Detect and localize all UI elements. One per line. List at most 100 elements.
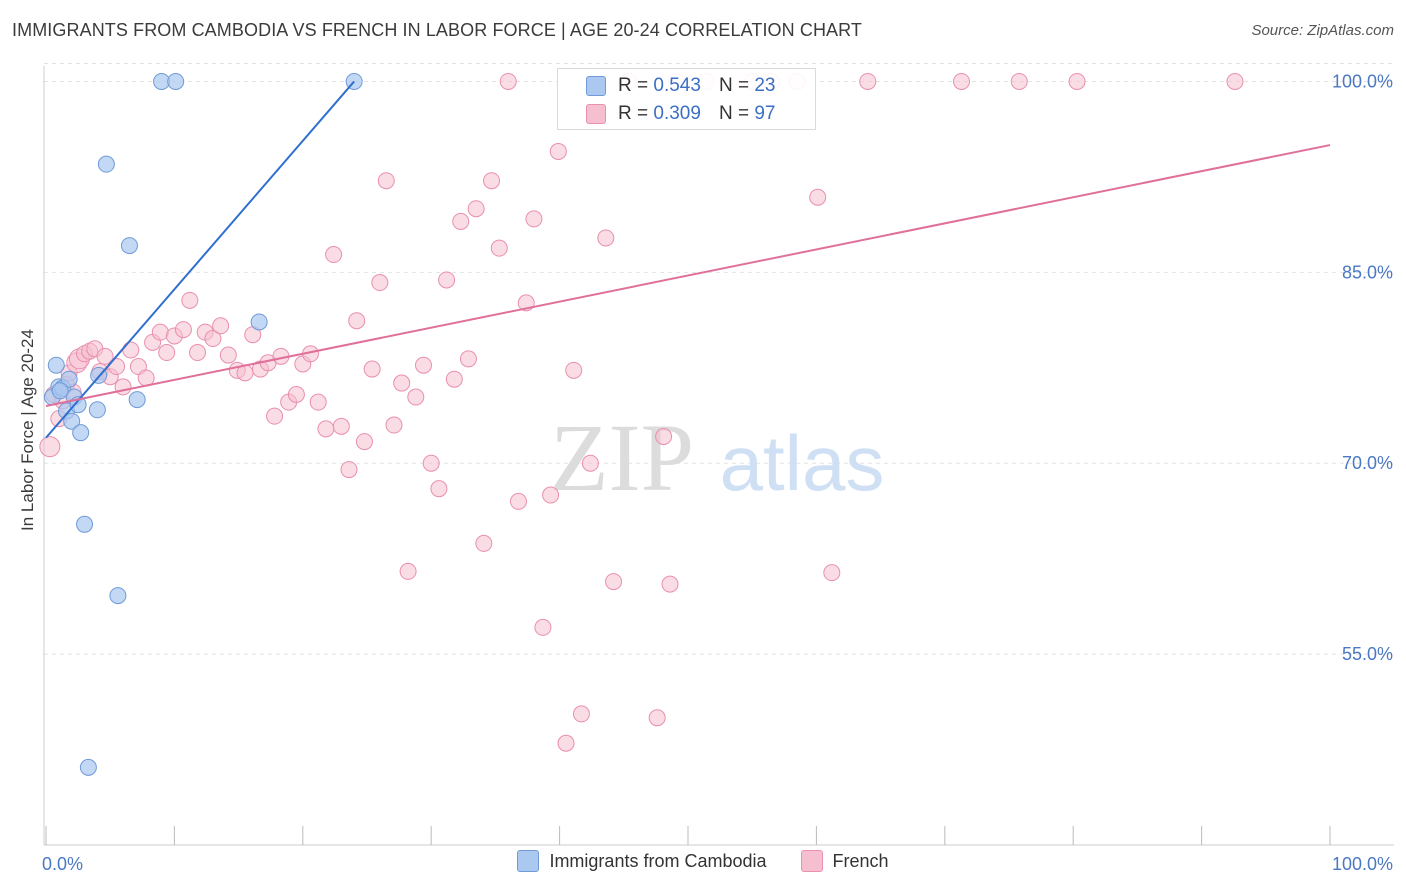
point-french xyxy=(399,562,417,580)
point-french xyxy=(581,454,599,472)
stats-n-value: 23 xyxy=(754,75,776,96)
stats-r-label: R = xyxy=(618,75,649,96)
trendline-cambodia xyxy=(45,80,355,439)
tick-labels: 55.0% 70.0% 85.0% 100.0% 0.0% 100.0% xyxy=(42,71,1393,874)
stats-r-value: 0.309 xyxy=(653,103,701,124)
stats-r-label: R = xyxy=(618,103,649,124)
point-french xyxy=(452,212,470,230)
point-french xyxy=(393,374,411,392)
point-french xyxy=(565,361,583,379)
point-french xyxy=(952,72,970,90)
point-french xyxy=(414,356,432,374)
point-french xyxy=(823,564,841,582)
stats-row-french: R = 0.309 N = 97 xyxy=(586,101,776,127)
legend-label-cambodia: Immigrants from Cambodia xyxy=(549,850,767,871)
y-axis-title: In Labor Force | Age 20-24 xyxy=(18,329,37,531)
point-french xyxy=(287,386,305,404)
axes xyxy=(43,66,1394,846)
point-french xyxy=(661,575,679,593)
x-tick-label-min: 0.0% xyxy=(42,854,83,874)
point-french xyxy=(459,350,477,368)
y-tick-label: 85.0% xyxy=(1342,262,1393,282)
point-french xyxy=(158,344,176,362)
point-french xyxy=(430,480,448,498)
chart-title: IMMIGRANTS FROM CAMBODIA VS FRENCH IN LA… xyxy=(12,20,863,40)
point-french xyxy=(1068,72,1086,90)
point-cambodia xyxy=(109,587,127,605)
point-cambodia xyxy=(72,424,90,442)
point-french xyxy=(317,420,335,438)
stats-r-value: 0.543 xyxy=(653,75,701,96)
point-cambodia xyxy=(63,412,81,430)
point-french xyxy=(572,705,590,723)
legend-swatch-cambodia xyxy=(517,850,540,872)
stats-swatch-french xyxy=(586,104,606,124)
legend-label-french: French xyxy=(832,850,889,871)
point-french xyxy=(266,407,284,425)
point-french xyxy=(655,428,673,446)
point-french xyxy=(181,291,199,309)
point-french xyxy=(371,274,389,292)
point-french xyxy=(534,618,552,636)
point-french xyxy=(445,370,463,388)
point-french xyxy=(189,344,207,362)
point-french xyxy=(483,172,501,190)
point-french xyxy=(355,433,373,451)
point-cambodia xyxy=(250,313,268,331)
point-cambodia xyxy=(128,391,146,409)
point-french xyxy=(475,534,493,552)
watermark-atlas: atlas xyxy=(720,419,885,507)
stats-n-label: N = xyxy=(718,103,750,124)
trendline-french xyxy=(45,144,1331,407)
point-french xyxy=(332,417,350,435)
point-french xyxy=(212,317,230,335)
source-label: Source: ZipAtlas.com xyxy=(1251,22,1394,39)
point-french xyxy=(377,172,395,190)
point-french xyxy=(348,312,366,330)
point-french xyxy=(499,72,517,90)
point-french xyxy=(605,573,623,591)
legend-item-french[interactable]: French xyxy=(800,850,889,872)
stats-box: R = 0.543 N = 23 R = 0.309 N = 97 xyxy=(557,68,816,130)
stats-n-label: N = xyxy=(718,75,750,96)
point-cambodia xyxy=(167,72,185,90)
y-tick-label: 70.0% xyxy=(1342,453,1393,473)
point-french xyxy=(809,188,827,206)
point-cambodia xyxy=(76,515,94,533)
legend-item-cambodia[interactable]: Immigrants from Cambodia xyxy=(517,850,767,872)
point-french xyxy=(309,393,327,411)
point-french xyxy=(525,210,543,228)
point-french xyxy=(174,321,192,339)
point-french xyxy=(407,388,425,406)
point-french xyxy=(438,271,456,289)
y-tick-label: 100.0% xyxy=(1332,71,1393,91)
x-tick-label-max: 100.0% xyxy=(1332,854,1393,874)
grid-lines xyxy=(44,62,1394,655)
point-french xyxy=(422,454,440,472)
point-french xyxy=(648,709,666,727)
point-french xyxy=(549,142,567,160)
point-cambodia xyxy=(120,237,138,255)
point-french xyxy=(490,239,508,257)
point-french xyxy=(859,72,877,90)
point-cambodia xyxy=(47,356,65,374)
point-french xyxy=(557,734,575,752)
stats-n-value: 97 xyxy=(754,103,776,124)
point-french xyxy=(363,360,381,378)
legend-swatch-french xyxy=(800,850,823,872)
point-french xyxy=(542,486,560,504)
point-french xyxy=(340,461,358,479)
point-french xyxy=(114,378,132,396)
point-cambodia xyxy=(79,758,97,776)
point-french xyxy=(597,229,615,247)
point-french xyxy=(108,358,126,376)
point-cambodia xyxy=(153,72,171,90)
point-french xyxy=(1226,72,1244,90)
trend-lines xyxy=(45,80,1331,439)
y-tick-label: 55.0% xyxy=(1342,644,1393,664)
point-cambodia xyxy=(51,382,69,400)
point-french xyxy=(385,416,403,434)
point-french xyxy=(39,436,61,458)
legend: Immigrants from Cambodia French xyxy=(0,850,1406,872)
